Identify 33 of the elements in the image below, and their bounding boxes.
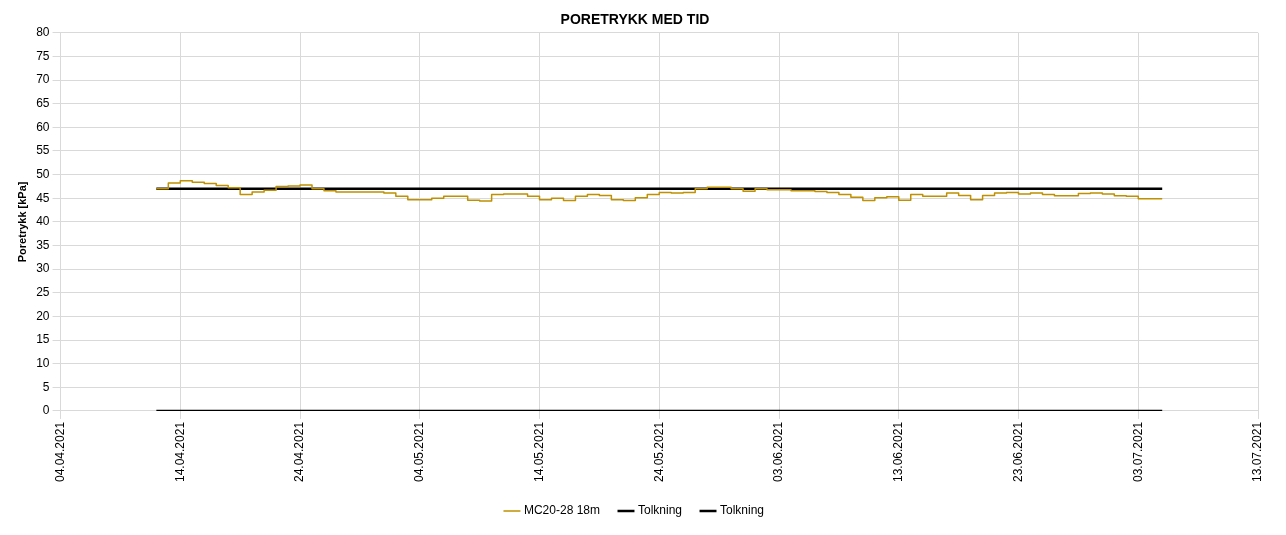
x-tick-label: 03.06.2021 (771, 421, 786, 482)
x-tick-label: 04.04.2021 (52, 421, 67, 482)
y-tick-label: 65 (36, 96, 50, 111)
x-tick-label: 24.05.2021 (651, 421, 666, 482)
legend-label: Tolkning (720, 503, 765, 518)
legend-label: MC20-28 18m (523, 503, 600, 518)
y-tick-label: 40 (36, 214, 50, 229)
x-tick-label: 13.06.2021 (891, 421, 906, 482)
x-tick-label: 24.04.2021 (292, 421, 307, 482)
x-tick-label: 23.06.2021 (1010, 421, 1025, 482)
y-tick-label: 55 (36, 143, 50, 158)
x-tick-label: 14.04.2021 (172, 421, 187, 482)
y-axis-title: Poretrykk [kPa] (15, 181, 28, 263)
y-tick-label: 15 (36, 332, 50, 347)
y-tick-label: 35 (36, 237, 50, 252)
x-tick-label: 13.07.2021 (1250, 421, 1265, 482)
y-tick-label: 0 (42, 403, 50, 418)
y-tick-label: 50 (36, 166, 50, 181)
y-tick-label: 25 (36, 285, 50, 300)
y-tick-label: 70 (36, 72, 50, 87)
y-tick-label: 60 (36, 119, 50, 134)
y-tick-label: 20 (36, 308, 50, 323)
legend-label: Tolkning (637, 503, 683, 518)
x-tick-label: 04.05.2021 (412, 421, 427, 482)
y-tick-label: 5 (42, 379, 50, 394)
y-tick-label: 45 (36, 190, 50, 205)
chart-title: PORETRYKK MED TID (560, 11, 710, 28)
y-tick-label: 80 (36, 25, 50, 40)
y-tick-label: 30 (36, 261, 50, 276)
y-tick-label: 75 (36, 48, 50, 63)
x-tick-label: 14.05.2021 (531, 421, 546, 482)
y-tick-label: 10 (36, 355, 50, 370)
x-tick-label: 03.07.2021 (1130, 421, 1145, 482)
